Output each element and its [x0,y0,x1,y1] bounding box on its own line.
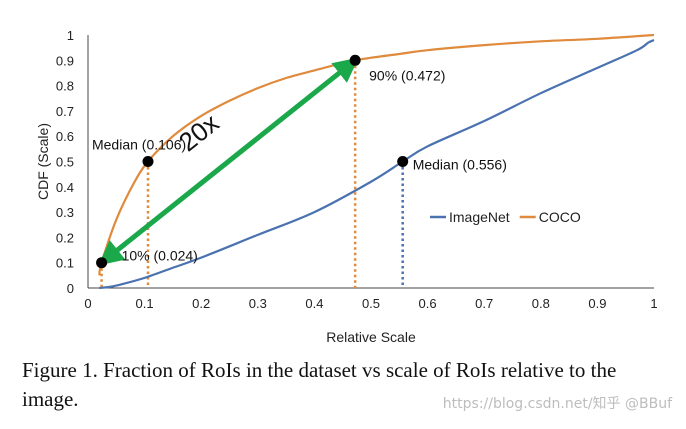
x-tick-label: 0.5 [362,296,380,311]
point-label: 10% (0.024) [122,248,198,264]
y-tick-label: 0.9 [56,53,74,68]
highlight-point [96,257,108,269]
imagenet-series-line [99,39,655,290]
ratio-arrow [98,57,359,266]
x-tick-label: 0.6 [419,296,437,311]
x-tick-label: 0 [84,296,91,311]
x-tick-label: 0.9 [588,296,606,311]
axes: 0 0.1 0.2 0.3 0.4 0.5 0.6 0.7 0.8 0.9 1 0 0.1 0.2 0.3 0… [35,28,658,345]
legend-label: COCO [539,209,581,225]
highlight-point [397,156,409,167]
point-label: Median (0.556) [413,157,507,173]
figure-caption: Figure 1. Fraction of RoIs in the datase… [22,358,617,411]
highlight-point [349,54,361,66]
x-tick-label: 0.8 [532,296,550,311]
y-tick-label: 0.5 [56,155,74,170]
x-tick-label: 0.2 [192,296,210,311]
watermark-text: https://blog.csdn.net/知乎 @BBuf [442,396,672,412]
x-tick-label: 0.1 [136,296,154,311]
y-tick-label: 0.1 [56,256,74,271]
highlight-points: Median (0.106) 10% (0.024) 90% (0.472) Medi… [92,54,507,269]
y-tick-label: 0.4 [56,180,74,195]
cdf-chart: 0 0.1 0.2 0.3 0.4 0.5 0.6 0.7 0.8 0.9 1 0 0.1 0.2 0.3 0… [35,28,658,345]
x-tick-label: 0.4 [305,296,323,311]
x-tick-label: 0.3 [249,296,267,311]
y-tick-label: 0.6 [56,129,74,144]
y-tick-label: 1 [67,28,74,43]
y-tick-label: 0 [67,281,74,296]
point-label: 90% (0.472) [369,67,445,83]
y-tick-label: 0.2 [56,230,74,245]
x-tick-label: 1 [650,296,657,311]
legend-label: ImageNet [449,209,510,225]
y-tick-label: 0.8 [56,79,74,94]
y-tick-label: 0.3 [56,205,74,220]
guide-lines [100,60,404,288]
y-tick-label: 0.7 [56,104,74,119]
y-axis-title: CDF (Scale) [35,123,51,200]
point-label: Median (0.106) [92,137,186,153]
x-tick-label: 0.7 [475,296,493,311]
highlight-point [142,156,154,167]
legend: ImageNet COCO [430,209,581,225]
x-axis-title: Relative Scale [326,329,416,345]
